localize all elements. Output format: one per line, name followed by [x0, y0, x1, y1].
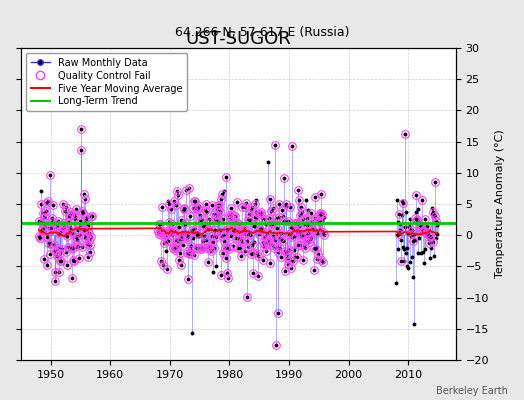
Text: 64.266 N, 57.617 E (Russia): 64.266 N, 57.617 E (Russia): [174, 26, 350, 39]
Text: Berkeley Earth: Berkeley Earth: [436, 386, 508, 396]
Y-axis label: Temperature Anomaly (°C): Temperature Anomaly (°C): [495, 130, 505, 278]
Title: UST-SUGOR: UST-SUGOR: [185, 30, 291, 48]
Legend: Raw Monthly Data, Quality Control Fail, Five Year Moving Average, Long-Term Tren: Raw Monthly Data, Quality Control Fail, …: [26, 53, 187, 111]
